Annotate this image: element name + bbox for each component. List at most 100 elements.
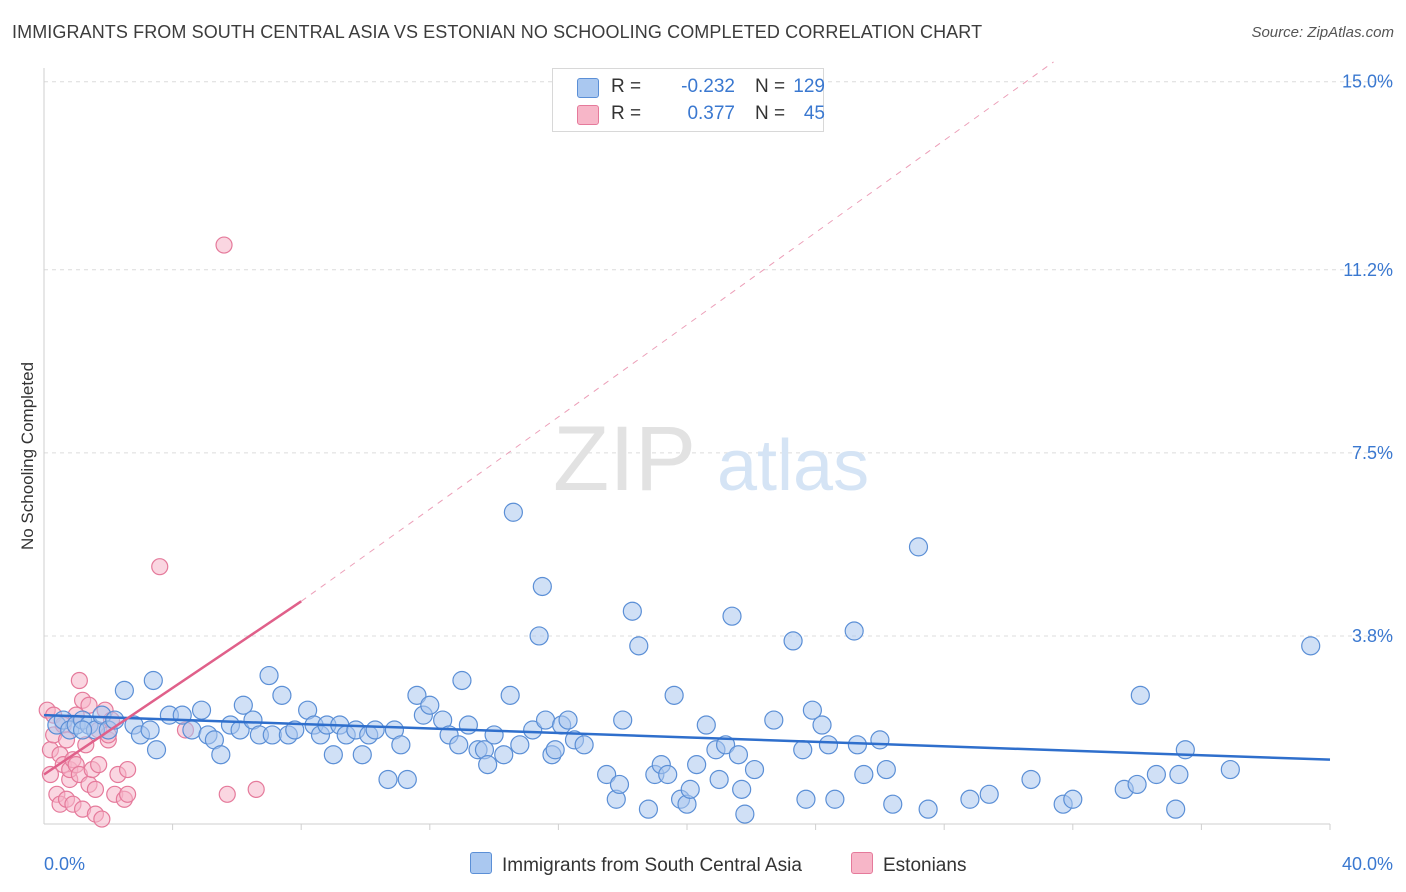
- data-point: [812, 715, 832, 735]
- data-point: [735, 804, 755, 824]
- data-point: [696, 715, 716, 735]
- data-point: [1063, 789, 1083, 809]
- data-point: [397, 769, 417, 790]
- south-central-asia-points: [47, 502, 1321, 824]
- data-point: [41, 765, 60, 784]
- watermark-zip: ZIP: [553, 408, 696, 510]
- source-credit: Source: ZipAtlas.com: [1251, 24, 1394, 41]
- data-point: [143, 670, 163, 691]
- data-point: [182, 720, 202, 740]
- x-tick-label: 0.0%: [44, 854, 85, 874]
- data-point: [1021, 769, 1041, 790]
- data-point: [574, 735, 594, 755]
- data-point: [764, 710, 784, 730]
- data-point: [503, 502, 523, 522]
- data-point: [783, 631, 803, 651]
- watermark: ZIP atlas: [553, 408, 869, 510]
- data-point: [391, 735, 411, 755]
- legend-label: Estonians: [883, 855, 967, 876]
- data-point: [793, 740, 813, 760]
- data-point: [796, 789, 816, 809]
- data-point: [979, 784, 999, 804]
- data-point: [722, 606, 742, 626]
- data-point: [609, 774, 630, 795]
- data-point: [365, 720, 385, 740]
- data-point: [1166, 799, 1186, 819]
- data-point: [93, 810, 111, 828]
- legend-swatch-blue: [577, 78, 599, 98]
- data-point: [118, 785, 137, 803]
- data-point: [378, 769, 398, 790]
- y-tick-label: 7.5%: [1352, 443, 1393, 463]
- data-point: [352, 745, 372, 765]
- data-point: [523, 720, 543, 740]
- data-point: [272, 685, 292, 705]
- data-point: [211, 745, 231, 765]
- legend-item-south-central-asia: Immigrants from South Central Asia: [470, 852, 802, 877]
- data-point: [622, 601, 642, 621]
- y-ticks: 3.8% 7.5% 11.2% 15.0%: [1342, 72, 1393, 646]
- data-point: [597, 764, 617, 785]
- data-point: [407, 685, 427, 705]
- chart-title: IMMIGRANTS FROM SOUTH CENTRAL ASIA VS ES…: [12, 22, 983, 42]
- data-point: [680, 779, 700, 799]
- trend-line-estonians-extension: [300, 61, 1054, 602]
- legend-r-value: -0.232: [681, 76, 735, 97]
- data-point: [449, 735, 469, 755]
- data-point: [918, 799, 938, 819]
- legend-item-estonians: Estonians: [851, 852, 966, 877]
- trend-lines: [43, 61, 1331, 776]
- data-point: [545, 740, 565, 760]
- legend-label: Immigrants from South Central Asia: [502, 855, 802, 876]
- gridlines: [44, 81, 1393, 637]
- data-point: [558, 710, 578, 730]
- legend-r-label: R =: [611, 103, 642, 124]
- data-point: [70, 671, 88, 690]
- data-point: [118, 760, 137, 779]
- data-point: [86, 780, 105, 798]
- x-tick-label: 40.0%: [1342, 854, 1393, 874]
- data-point: [870, 730, 890, 750]
- data-point: [233, 695, 253, 715]
- data-point: [484, 725, 504, 745]
- data-point: [151, 558, 169, 576]
- data-point: [510, 735, 530, 755]
- data-point: [1169, 764, 1189, 785]
- data-point: [215, 236, 233, 254]
- data-point: [818, 735, 839, 755]
- legend-n-label: N =: [755, 76, 786, 97]
- data-point: [960, 789, 980, 809]
- data-point: [1301, 636, 1321, 656]
- data-point: [1127, 774, 1147, 795]
- data-point: [825, 789, 845, 809]
- legend-n-label: N =: [755, 103, 786, 124]
- data-point: [262, 725, 282, 745]
- y-tick-label: 3.8%: [1352, 626, 1393, 646]
- data-point: [323, 745, 343, 765]
- data-point: [191, 700, 212, 720]
- legend-swatch-blue: [470, 852, 492, 874]
- y-tick-label: 15.0%: [1342, 72, 1393, 92]
- data-point: [658, 764, 678, 785]
- data-point: [687, 755, 707, 775]
- data-point: [732, 779, 752, 799]
- data-point: [876, 759, 896, 780]
- data-point: [638, 799, 659, 819]
- legend-r-label: R =: [611, 76, 642, 97]
- data-point: [709, 769, 729, 790]
- data-point: [1220, 759, 1240, 780]
- legend-swatch-pink: [851, 852, 873, 874]
- data-point: [715, 735, 736, 755]
- data-point: [1130, 685, 1150, 705]
- data-point: [908, 537, 929, 557]
- data-point: [140, 720, 160, 740]
- trend-line-south-central-asia: [43, 713, 1331, 761]
- data-point: [420, 695, 440, 715]
- data-point: [500, 685, 520, 705]
- data-point: [259, 665, 279, 686]
- data-point: [458, 715, 478, 735]
- data-point: [532, 576, 552, 597]
- legend-swatch-pink: [577, 105, 599, 125]
- trend-line-estonians: [43, 600, 302, 776]
- data-point: [452, 670, 472, 691]
